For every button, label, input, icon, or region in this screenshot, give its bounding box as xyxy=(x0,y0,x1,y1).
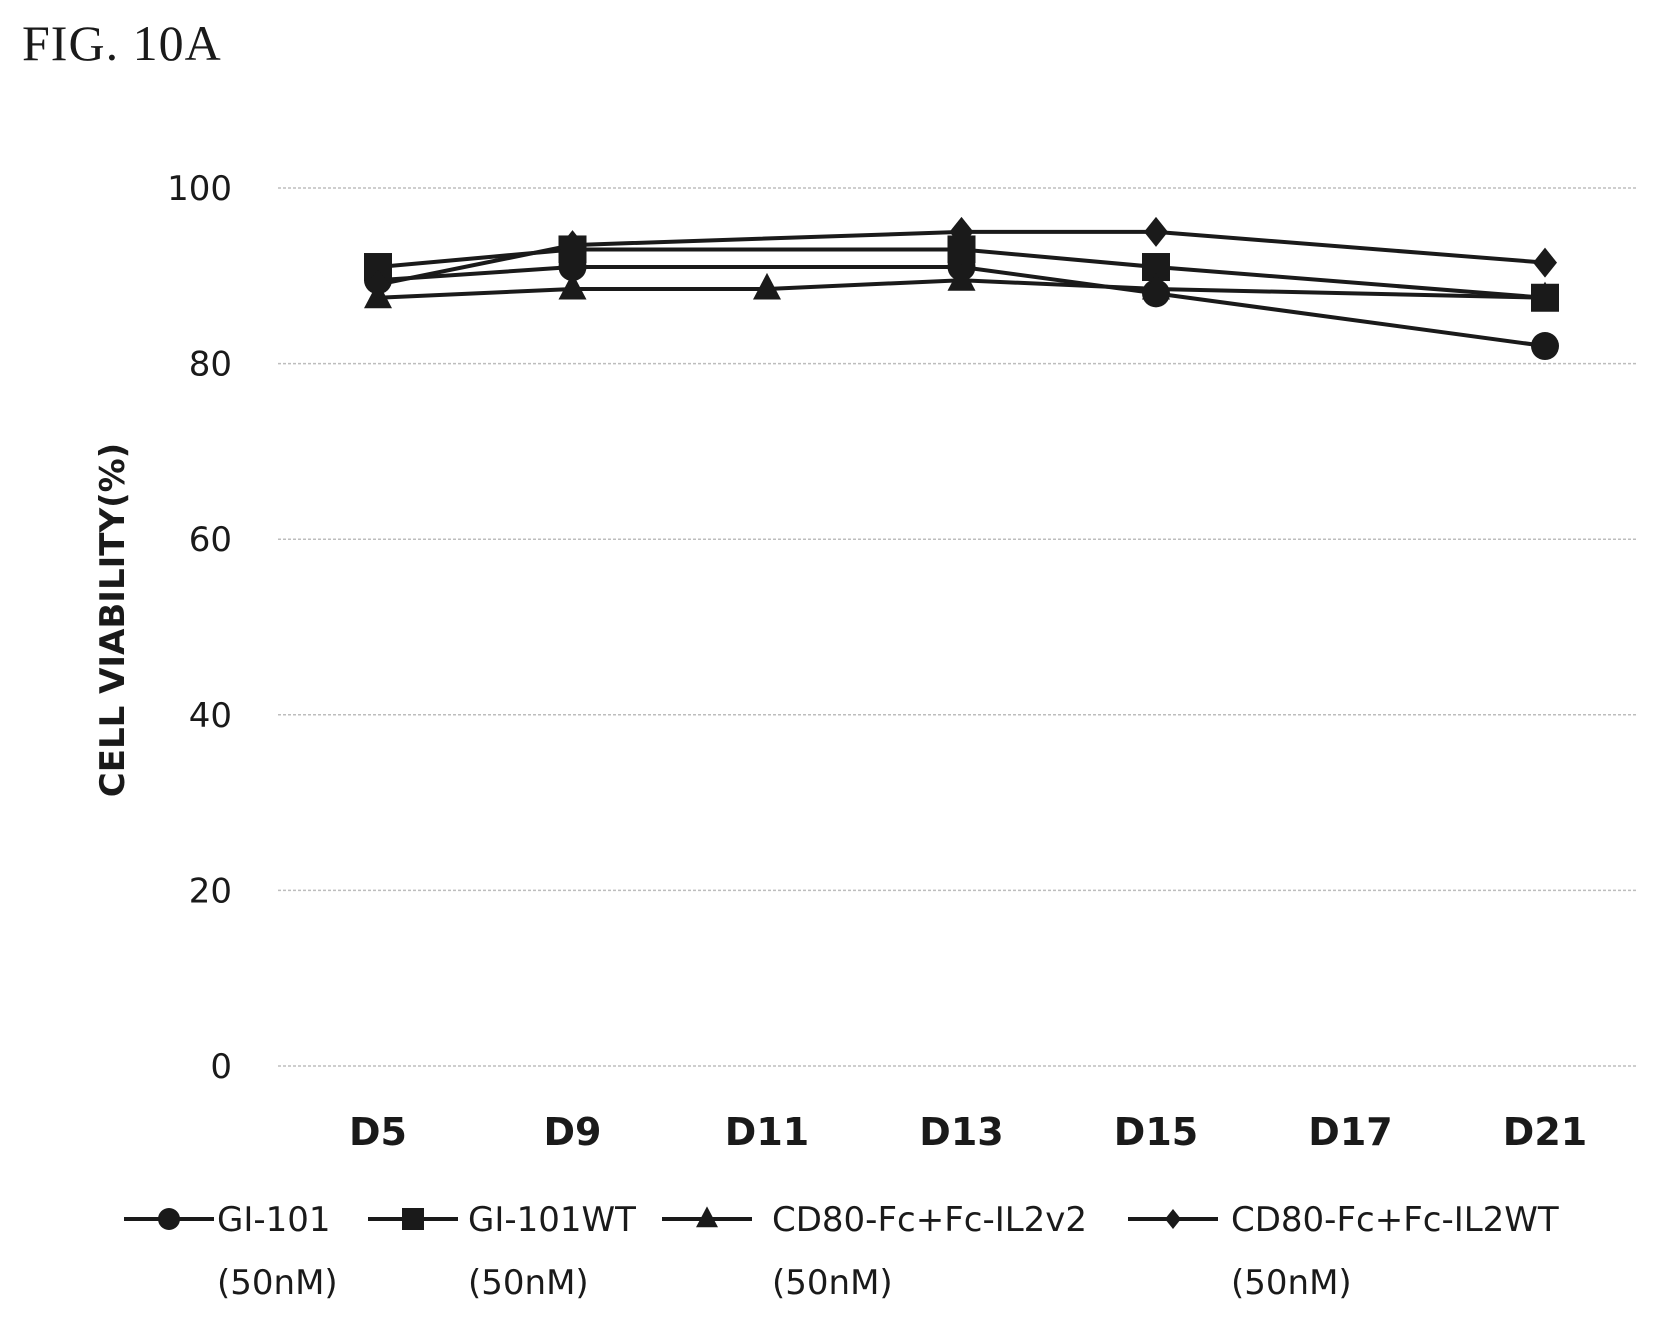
x-tick-label: D17 xyxy=(1308,1110,1392,1154)
legend-label: GI-101 xyxy=(217,1200,331,1240)
data-point xyxy=(558,272,587,300)
legend-label: CD80-Fc+Fc-IL2v2 xyxy=(772,1200,1087,1240)
data-point xyxy=(1531,281,1559,309)
legend-sublabel: (50nM) xyxy=(1231,1263,1352,1303)
data-point xyxy=(1531,332,1559,361)
data-point xyxy=(947,264,976,291)
legend-sublabel: (50nM) xyxy=(772,1263,893,1303)
data-point xyxy=(1142,272,1170,300)
legend-item-3: CD80-Fc+Fc-IL2v2 (50nM) xyxy=(662,1200,1087,1303)
y-axis-label: CELL VIABILITY(%) xyxy=(93,443,133,797)
y-tick-label: 40 xyxy=(189,696,232,736)
legend-label: CD80-Fc+Fc-IL2WT xyxy=(1231,1200,1559,1240)
y-tick-label: 60 xyxy=(189,520,232,560)
legend-item-1: GI-101 (50nM) xyxy=(124,1200,338,1303)
y-tick-label: 0 xyxy=(210,1047,232,1087)
legend-sublabel: (50nM) xyxy=(468,1263,589,1303)
y-tick-label: 20 xyxy=(189,871,232,911)
x-tick-label: D5 xyxy=(349,1110,407,1154)
x-tick-label: D13 xyxy=(919,1110,1003,1154)
data-point xyxy=(366,269,390,300)
x-tick-label: D15 xyxy=(1114,1110,1198,1154)
series-line xyxy=(377,278,1546,300)
data-point xyxy=(1144,216,1168,247)
legend-marker xyxy=(696,1206,718,1228)
legend-marker xyxy=(1165,1209,1181,1229)
x-tick-label: D21 xyxy=(1503,1110,1587,1154)
data-point xyxy=(1533,247,1557,278)
gridlines xyxy=(278,187,1638,1067)
y-tick-label: 80 xyxy=(189,345,232,385)
data-point xyxy=(753,272,781,300)
data-point xyxy=(560,230,585,261)
x-axis-ticks: D5 D9 D11 D13 D15 D17 D21 xyxy=(349,1110,1587,1154)
series-group xyxy=(364,216,1559,361)
legend-item-4: CD80-Fc+Fc-IL2WT (50nM) xyxy=(1128,1200,1559,1303)
legend: GI-101(50nM)GI-101WT(50nM)CD80-Fc+Fc-IL2… xyxy=(124,1200,1559,1303)
data-point xyxy=(949,216,974,247)
legend-marker xyxy=(402,1208,424,1230)
figure-label: FIG. 10A xyxy=(22,15,222,71)
legend-label: GI-101WT xyxy=(468,1200,636,1240)
x-tick-label: D9 xyxy=(544,1110,602,1154)
legend-marker xyxy=(158,1208,180,1230)
y-axis-ticks: 0 20 40 60 80 100 xyxy=(167,169,232,1087)
series-4 xyxy=(366,216,1557,300)
y-tick-label: 100 xyxy=(167,169,232,209)
legend-item-2: GI-101WT (50nM) xyxy=(368,1200,636,1303)
x-tick-label: D11 xyxy=(725,1110,809,1154)
legend-sublabel: (50nM) xyxy=(217,1263,338,1303)
